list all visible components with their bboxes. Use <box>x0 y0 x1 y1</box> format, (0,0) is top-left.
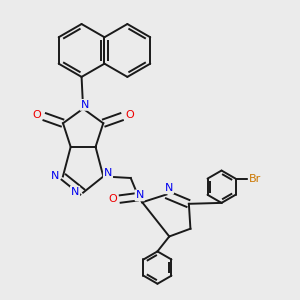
Text: O: O <box>109 194 117 204</box>
Text: O: O <box>32 110 41 121</box>
Text: N: N <box>104 168 112 178</box>
Text: N: N <box>165 183 173 193</box>
Text: N: N <box>80 100 89 110</box>
Text: Br: Br <box>249 174 261 184</box>
Text: N: N <box>51 170 59 181</box>
Text: N: N <box>136 190 144 200</box>
Text: N: N <box>71 187 79 197</box>
Text: O: O <box>125 110 134 121</box>
